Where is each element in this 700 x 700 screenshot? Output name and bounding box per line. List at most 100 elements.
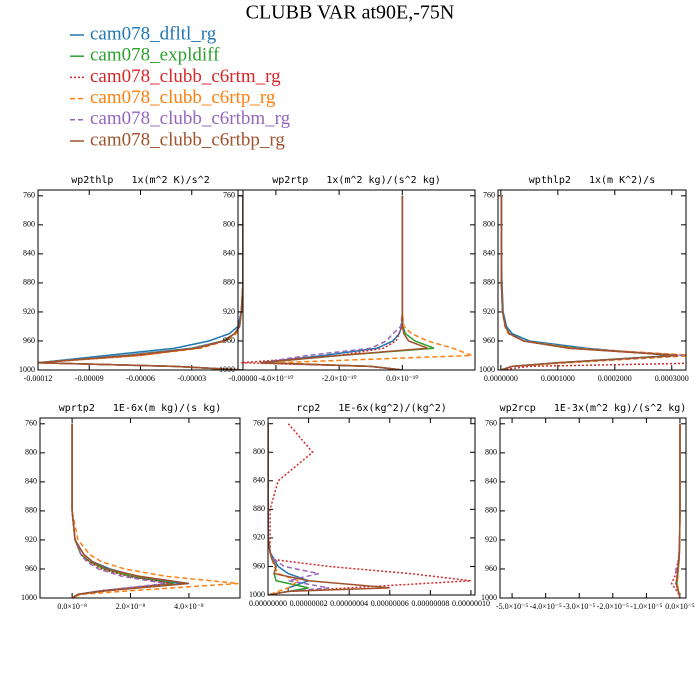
profile-line xyxy=(675,423,681,598)
y-tick-label: 920 xyxy=(25,535,37,544)
y-tick-label: 960 xyxy=(23,336,35,345)
y-tick-label: 840 xyxy=(485,477,497,486)
legend-label: cam078_clubb_c6rtm_rg xyxy=(90,66,281,87)
legend-label: cam078_clubb_c6rtbp_rg xyxy=(90,129,285,150)
y-tick-label: 1000 xyxy=(219,365,235,374)
panel: wp2thlp 1x(m^2 K)/s^2 760 800 840 880 920 960 1… xyxy=(19,175,257,383)
y-tick-label: 1000 xyxy=(479,365,495,374)
x-tick-label: 0.0000000 xyxy=(484,374,518,383)
panel: wp2rcp 1E-3x(m^2 kg)/(s^2 kg)760 800 840 88… xyxy=(481,403,695,611)
y-tick-label: 760 xyxy=(23,191,35,200)
profile-line xyxy=(38,195,243,370)
profile-line xyxy=(500,195,672,370)
profile-line xyxy=(38,195,243,370)
x-tick-label: 0.00000008 xyxy=(411,599,449,608)
y-tick-label: 840 xyxy=(253,476,265,485)
figure-title: CLUBB VAR at90E,-75N xyxy=(246,2,455,24)
y-tick-label: 800 xyxy=(25,448,37,457)
profile-line xyxy=(260,195,435,370)
y-tick-label: 1000 xyxy=(249,590,265,599)
y-tick-label: 920 xyxy=(485,535,497,544)
x-tick-label: -0.00006 xyxy=(126,374,155,383)
x-tick-label: 0.0002000 xyxy=(598,374,632,383)
x-tick-label: -0.00000 xyxy=(229,374,258,383)
y-tick-label: 760 xyxy=(253,419,265,428)
y-tick-label: 800 xyxy=(253,447,265,456)
y-tick-label: 960 xyxy=(485,564,497,573)
x-tick-label: -3.0×10⁻⁵ xyxy=(563,602,595,611)
panel-title: rcp2 1E-6x(kg^2)/(kg^2) xyxy=(296,403,447,414)
y-tick-label: 800 xyxy=(485,448,497,457)
plot-frame xyxy=(37,189,244,371)
y-tick-label: 760 xyxy=(483,191,495,200)
y-tick-label: 880 xyxy=(253,504,265,513)
y-tick-label: 840 xyxy=(25,477,37,486)
y-tick-label: 760 xyxy=(485,419,497,428)
y-tick-label: 960 xyxy=(483,336,495,345)
panel: wprtp2 1E-6x(m kg)/(s kg) 760 800 840 880 920… xyxy=(21,403,241,611)
y-tick-label: 1000 xyxy=(481,593,497,602)
profile-line xyxy=(268,423,309,595)
x-tick-label: -0.00003 xyxy=(177,374,206,383)
profile-line xyxy=(268,423,311,595)
x-tick-label: 0.0003000 xyxy=(655,374,689,383)
x-tick-label: 4.0×10⁻⁸ xyxy=(174,602,204,611)
y-tick-label: 880 xyxy=(485,506,497,515)
y-tick-label: 920 xyxy=(223,307,235,316)
y-tick-label: 880 xyxy=(483,278,495,287)
profile-line xyxy=(38,195,243,370)
profile-line xyxy=(500,195,686,370)
y-tick-label: 880 xyxy=(25,506,37,515)
y-tick-label: 880 xyxy=(23,278,35,287)
x-tick-label: 0.00000004 xyxy=(330,599,368,608)
legend-label: cam078_expldiff xyxy=(90,45,220,66)
panel: rcp2 1E-6x(kg^2)/(kg^2) 760 800 840 880 920 96… xyxy=(249,403,490,608)
panel-title: wpthlp2 1x(m K^2)/s xyxy=(529,175,655,186)
x-tick-label: -2.0×10⁻¹⁰ xyxy=(322,374,357,383)
panel: wpthlp2 1x(m K^2)/s 760 800 840 880 920 960 100… xyxy=(479,175,689,383)
profile-line xyxy=(260,195,428,370)
y-tick-label: 920 xyxy=(23,307,35,316)
plot-frame xyxy=(499,417,687,599)
y-tick-label: 960 xyxy=(25,564,37,573)
x-tick-label: 0.0×10⁻⁸ xyxy=(57,602,87,611)
profile-line xyxy=(71,423,239,598)
panel: wp2rtp 1x(m^2 kg)/(s^2 kg) 760 800 840 880 92… xyxy=(219,175,476,383)
y-tick-label: 760 xyxy=(223,191,235,200)
y-tick-label: 800 xyxy=(23,220,35,229)
y-tick-label: 1000 xyxy=(21,593,37,602)
y-tick-label: 920 xyxy=(483,307,495,316)
x-tick-label: 0.00000000 xyxy=(249,599,287,608)
y-tick-label: 960 xyxy=(253,561,265,570)
profile-line xyxy=(268,423,390,595)
plot-frame xyxy=(237,189,476,371)
x-tick-label: 0.0×10⁻⁵ xyxy=(665,602,695,611)
y-tick-label: 1000 xyxy=(19,365,35,374)
x-tick-label: -4.0×10⁻⁵ xyxy=(530,602,562,611)
legend-label: cam078_clubb_c6rtbm_rg xyxy=(90,108,291,129)
profile-line xyxy=(241,195,404,370)
plot-frame xyxy=(497,189,687,371)
profile-line xyxy=(500,195,684,370)
x-tick-label: 0.0×10⁻¹⁰ xyxy=(386,374,418,383)
y-tick-label: 800 xyxy=(223,220,235,229)
panel-title: wp2rcp 1E-3x(m^2 kg)/(s^2 kg) xyxy=(500,403,687,414)
y-tick-label: 760 xyxy=(25,419,37,428)
profile-line xyxy=(500,195,678,370)
x-tick-label: -4.0×10⁻¹⁰ xyxy=(258,374,293,383)
profile-line xyxy=(268,423,330,595)
panel-title: wp2rtp 1x(m^2 kg)/(s^2 kg) xyxy=(272,175,441,186)
x-tick-label: -5.0×10⁻⁵ xyxy=(496,602,528,611)
panel-title: wp2thlp 1x(m^2 K)/s^2 xyxy=(71,175,209,186)
x-tick-label: -0.00009 xyxy=(75,374,104,383)
x-tick-label: -0.00012 xyxy=(24,374,53,383)
y-tick-label: 880 xyxy=(223,278,235,287)
profile-line xyxy=(71,423,190,598)
x-tick-label: 0.00000010 xyxy=(452,599,490,608)
profile-line xyxy=(260,195,404,370)
y-tick-label: 840 xyxy=(23,249,35,258)
y-tick-label: 920 xyxy=(253,533,265,542)
y-tick-label: 800 xyxy=(483,220,495,229)
profile-line xyxy=(260,195,404,370)
